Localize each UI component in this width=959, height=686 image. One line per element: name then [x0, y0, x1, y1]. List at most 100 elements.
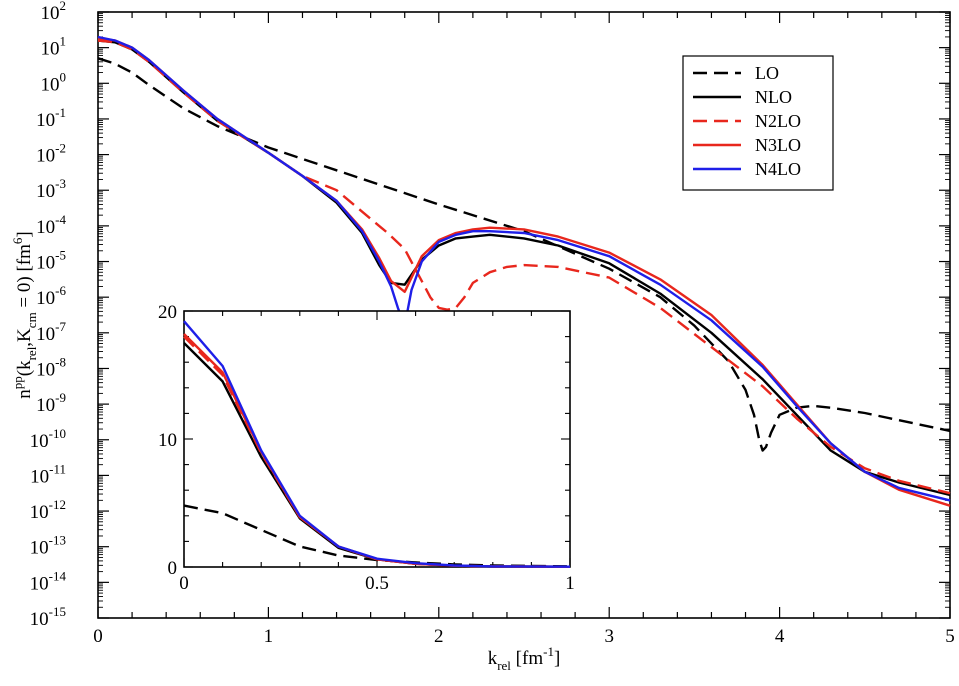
y-tick-exponent: 2 [60, 0, 67, 13]
y-label-subscript-rel: rel [24, 346, 39, 360]
x-tick-label: 0 [93, 626, 103, 647]
y-label-base: n [14, 389, 35, 399]
inset-frame [183, 310, 571, 568]
y-tick-exponent: -3 [55, 176, 66, 191]
x-axis-label: krel [fm-1] [488, 644, 561, 673]
x-label-unit-close: ] [554, 648, 560, 669]
y-tick-exponent: -12 [49, 497, 66, 512]
legend-label-nlo: NLO [755, 87, 792, 107]
y-label-open: (k [14, 360, 35, 376]
y-tick-base: 10 [36, 359, 55, 380]
y-tick-base: 10 [30, 502, 49, 523]
legend-box [682, 55, 834, 191]
y-tick-exponent: 0 [60, 69, 67, 84]
y-tick-base: 10 [30, 466, 49, 487]
inset-series-n4lo-line [183, 320, 571, 568]
y-tick-label: 10-9 [36, 390, 66, 416]
y-tick-exponent: -6 [55, 283, 66, 298]
x-label-unit: [fm [511, 648, 543, 669]
y-tick-exponent: -15 [49, 604, 66, 619]
y-tick-label: 10-13 [30, 533, 66, 559]
y-tick-label: 101 [41, 34, 67, 60]
y-tick-base: 10 [36, 146, 55, 167]
x-label-unit-exponent: -1 [543, 644, 554, 659]
series-n4lo-line [97, 35, 951, 502]
main-plot-area: 0 1 2 3 4 510210110010-110-210-310-410-510-61… [30, 0, 955, 647]
y-tick-label: 10-1 [36, 105, 66, 131]
legend-label-n2lo: N2LO [755, 111, 801, 131]
y-tick-exponent: -9 [55, 390, 66, 405]
main-series-lines [97, 35, 951, 507]
y-tick-label: 10-6 [36, 283, 66, 309]
y-label-close: = 0) [fm [14, 244, 35, 312]
y-tick-base: 10 [30, 431, 49, 452]
y-tick-label: 102 [41, 0, 67, 24]
y-tick-exponent: -4 [55, 212, 66, 227]
inset-y-tick-label: 0 [168, 558, 178, 579]
y-tick-label: 10-2 [36, 141, 66, 167]
y-tick-exponent: -7 [55, 319, 66, 334]
y-label-mid: ,K [14, 328, 35, 347]
x-label-subscript: rel [497, 658, 511, 673]
y-label-subscript-cm: cm [24, 312, 39, 328]
y-tick-label: 10-4 [36, 212, 66, 238]
y-tick-base: 10 [36, 395, 55, 416]
y-tick-base: 10 [41, 39, 60, 60]
y-tick-exponent: -13 [49, 533, 66, 548]
x-tick-label: 2 [434, 626, 444, 647]
axis-labels: krel [fm-1]npp(krel,Kcm = 0) [fm6] [10, 231, 560, 673]
x-tick-label: 3 [604, 626, 614, 647]
y-tick-label: 10-12 [30, 497, 66, 523]
y-axis-label: npp(krel,Kcm = 0) [fm6] [10, 231, 39, 398]
legend-label-lo: LO [755, 63, 779, 83]
y-tick-exponent: -1 [55, 105, 66, 120]
y-tick-base: 10 [41, 74, 60, 95]
y-tick-exponent: -8 [55, 354, 66, 369]
y-tick-exponent: -10 [49, 426, 66, 441]
y-tick-label: 10-15 [30, 604, 66, 630]
legend-label-n4lo: N4LO [755, 159, 801, 179]
y-tick-label: 100 [41, 69, 67, 95]
x-tick-label: 4 [775, 626, 785, 647]
x-tick-label: 5 [945, 626, 955, 647]
y-label-superscript: pp [10, 376, 25, 389]
x-label-base: k [488, 648, 498, 669]
y-tick-label: 10-11 [30, 461, 66, 487]
y-tick-base: 10 [30, 538, 49, 559]
y-tick-base: 10 [30, 609, 49, 630]
series-lo-line [97, 57, 951, 452]
inset-x-tick-label: 0.5 [365, 573, 389, 594]
y-tick-label: 10-7 [36, 319, 66, 345]
inset-y-tick-label: 20 [158, 302, 177, 323]
y-tick-base: 10 [36, 288, 55, 309]
inset-x-tick-label: 0 [179, 573, 189, 594]
y-tick-base: 10 [36, 217, 55, 238]
y-tick-base: 10 [36, 181, 55, 202]
series-n2lo-line [97, 39, 951, 495]
y-tick-exponent: -14 [49, 568, 67, 583]
y-tick-base: 10 [41, 3, 60, 24]
legend-label-n3lo: N3LO [755, 135, 801, 155]
y-tick-label: 10-14 [30, 568, 67, 594]
y-tick-base: 10 [30, 573, 49, 594]
y-tick-label: 10-5 [36, 248, 66, 274]
y-tick-label: 10-3 [36, 176, 66, 202]
y-tick-label: 10-10 [30, 426, 66, 452]
legend: LO NLO N2LO N3LO N4LO [682, 55, 834, 191]
y-tick-label: 10-8 [36, 354, 66, 380]
main-plot-frame [97, 11, 951, 619]
y-label-unit-exponent: 6 [10, 237, 25, 244]
y-tick-exponent: -5 [55, 248, 66, 263]
y-tick-base: 10 [36, 110, 55, 131]
y-tick-base: 10 [36, 253, 55, 274]
y-tick-exponent: -2 [55, 141, 66, 156]
inset-y-tick-label: 10 [158, 430, 177, 451]
y-label-end: ] [14, 231, 35, 237]
y-tick-exponent: 1 [60, 34, 67, 49]
y-tick-base: 10 [36, 324, 55, 345]
y-tick-exponent: -11 [49, 461, 66, 476]
x-tick-label: 1 [264, 626, 274, 647]
